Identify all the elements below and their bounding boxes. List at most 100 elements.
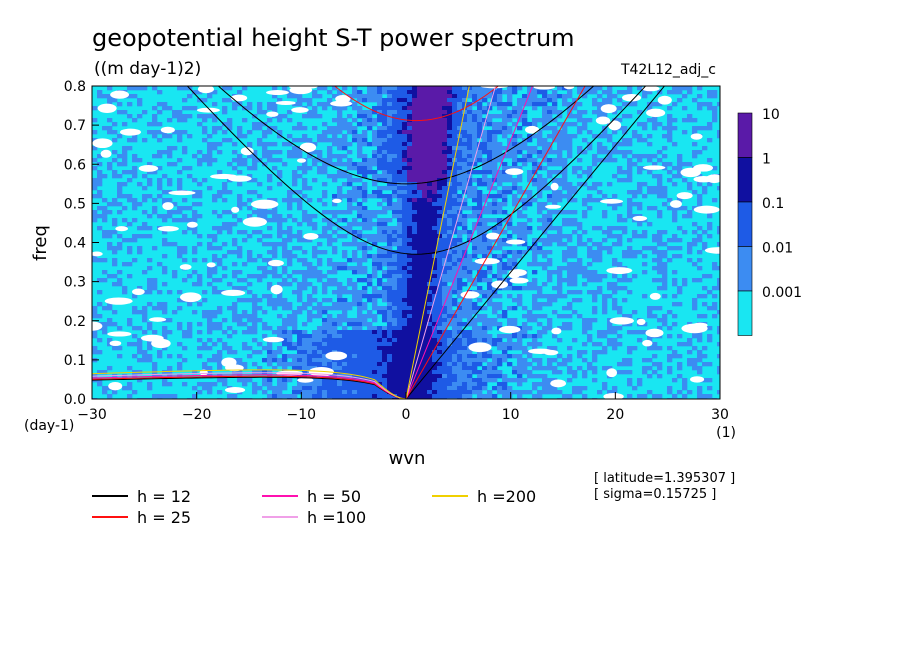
field-cell	[322, 358, 328, 363]
field-cell	[432, 314, 438, 319]
field-cell	[197, 330, 203, 335]
field-cell	[387, 326, 393, 331]
field-cell	[412, 186, 418, 191]
field-cell	[377, 110, 383, 115]
field-cell	[392, 90, 398, 95]
field-cell	[507, 130, 513, 135]
field-cell	[112, 282, 118, 287]
field-cell	[307, 282, 313, 287]
field-cell	[442, 290, 448, 295]
field-cell	[507, 86, 513, 91]
field-cell	[467, 234, 473, 239]
field-cell	[342, 346, 348, 351]
field-cell	[672, 142, 678, 147]
field-cell	[257, 214, 263, 219]
field-cell	[442, 118, 448, 123]
field-cell	[557, 198, 563, 203]
field-cell	[377, 334, 383, 339]
field-cell	[407, 366, 413, 371]
field-cell	[242, 322, 248, 327]
field-cell	[502, 146, 508, 151]
field-cell	[357, 138, 363, 143]
field-cell	[162, 190, 168, 195]
field-cell	[382, 382, 388, 387]
field-cell	[572, 274, 578, 279]
field-cell	[557, 86, 563, 91]
field-cell	[682, 378, 688, 383]
field-cell	[437, 114, 443, 119]
field-cell	[442, 202, 448, 207]
field-cell	[412, 310, 418, 315]
field-cell	[242, 134, 248, 139]
field-cell	[157, 138, 163, 143]
field-cell	[342, 370, 348, 375]
field-cell	[472, 366, 478, 371]
field-cell	[502, 238, 508, 243]
field-cell	[417, 262, 423, 267]
field-cell	[467, 106, 473, 111]
field-cell	[467, 166, 473, 171]
field-cell	[277, 382, 283, 387]
field-cell	[222, 346, 228, 351]
field-cell	[397, 170, 403, 175]
field-cell	[437, 342, 443, 347]
field-cell	[127, 178, 133, 183]
field-cell	[627, 350, 633, 355]
field-cell	[217, 338, 223, 343]
field-cell	[392, 254, 398, 259]
field-cell	[97, 314, 103, 319]
field-cell	[382, 126, 388, 131]
field-cell	[287, 142, 293, 147]
field-cell	[327, 366, 333, 371]
field-cell	[362, 378, 368, 383]
field-cell	[287, 362, 293, 367]
field-cell	[347, 130, 353, 135]
field-cell	[452, 346, 458, 351]
field-cell	[142, 138, 148, 143]
field-cell	[422, 174, 428, 179]
field-cell	[597, 102, 603, 107]
field-cell	[607, 98, 613, 103]
field-cell	[507, 338, 513, 343]
field-cell	[532, 302, 538, 307]
field-cell	[267, 382, 273, 387]
field-cell	[437, 174, 443, 179]
field-cell	[462, 178, 468, 183]
field-cell	[392, 350, 398, 355]
field-cell	[362, 306, 368, 311]
field-cell	[432, 266, 438, 271]
field-cell	[162, 230, 168, 235]
field-cell	[617, 262, 623, 267]
field-cell	[277, 358, 283, 363]
field-cell	[197, 234, 203, 239]
field-cell	[472, 142, 478, 147]
field-cell	[232, 262, 238, 267]
field-cell	[337, 342, 343, 347]
field-cell	[677, 290, 683, 295]
field-cell	[332, 174, 338, 179]
field-cell	[482, 134, 488, 139]
field-cell	[417, 146, 423, 151]
field-cell	[497, 102, 503, 107]
field-cell	[407, 326, 413, 331]
field-cell	[292, 314, 298, 319]
field-cell	[502, 90, 508, 95]
field-cell	[462, 186, 468, 191]
field-cell	[232, 274, 238, 279]
field-cell	[602, 330, 608, 335]
field-cell	[177, 354, 183, 359]
field-cell	[557, 182, 563, 187]
field-cell	[502, 130, 508, 135]
field-cell	[477, 94, 483, 99]
field-cell	[467, 350, 473, 355]
field-cell	[312, 286, 318, 291]
field-cell	[627, 370, 633, 375]
field-cell	[382, 198, 388, 203]
field-cell	[402, 346, 408, 351]
field-cell	[457, 282, 463, 287]
field-cell	[412, 154, 418, 159]
field-cell	[427, 290, 433, 295]
field-cell	[377, 354, 383, 359]
field-cell	[287, 354, 293, 359]
field-cell	[532, 94, 538, 99]
